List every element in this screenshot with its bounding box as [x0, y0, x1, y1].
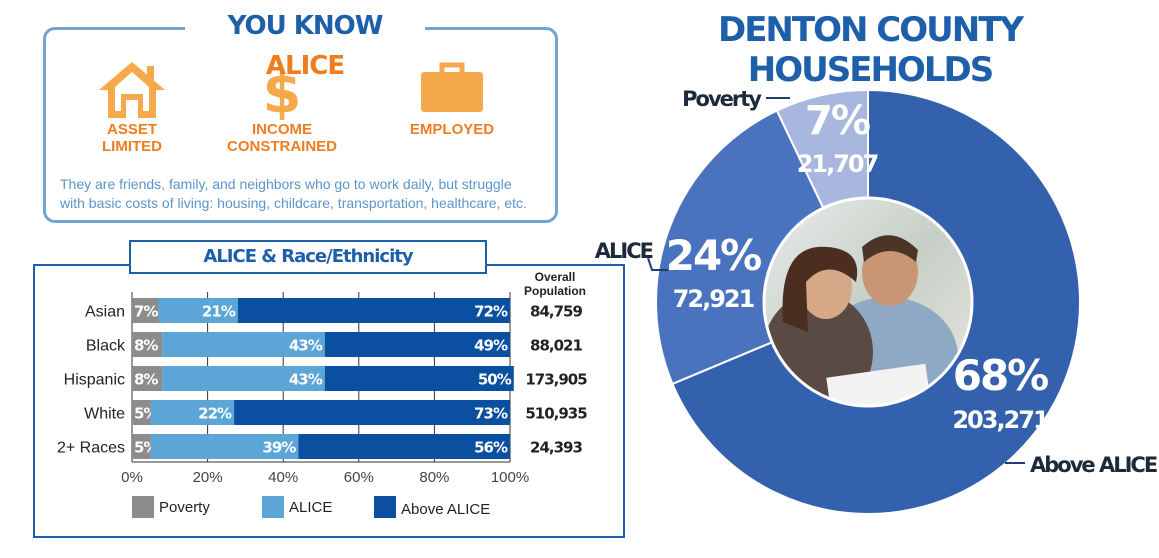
overall-population-value: 88,021 — [530, 337, 582, 355]
bar-data-label: 8% — [134, 337, 158, 355]
you-know-alice-title: YOU KNOW ALICE — [185, 6, 425, 81]
title-highlight: ALICE — [265, 51, 345, 81]
x-tick-label: 60% — [344, 469, 374, 486]
bar-data-label: 22% — [198, 405, 232, 423]
woman-hair — [782, 246, 858, 332]
category-label: Black — [86, 338, 126, 355]
slice-name-label: Poverty — [682, 87, 762, 111]
employed-item: EMPLOYED — [377, 60, 527, 138]
asset-limited-item: ASSET LIMITED — [57, 60, 207, 155]
overall-population-value: 24,393 — [530, 439, 582, 457]
legend-swatch — [262, 496, 284, 518]
bar-data-label: 50% — [478, 371, 512, 389]
category-label: Asian — [85, 304, 125, 321]
slice-percent-label: 24% — [666, 231, 761, 280]
bar-alice — [162, 366, 325, 391]
title-prefix: YOU KNOW — [227, 11, 384, 41]
alice-description: They are friends, family, and neighbors … — [60, 176, 527, 211]
x-tick-label: 20% — [193, 469, 223, 486]
bar-alice — [150, 434, 299, 459]
slice-count-label: 72,921 — [673, 285, 755, 313]
bar-data-label: 8% — [134, 371, 158, 389]
bar-poverty — [132, 400, 151, 425]
legend-label: Above ALICE — [401, 501, 490, 518]
race-chart-title: ALICE & Race/Ethnicity — [129, 240, 487, 274]
x-tick-label: 40% — [268, 469, 298, 486]
overall-population-value: 84,759 — [530, 303, 582, 321]
slice-name-label: Above ALICE — [1030, 453, 1157, 477]
man-hair — [862, 235, 918, 262]
bar-data-label: 43% — [289, 337, 323, 355]
bar-data-label: 73% — [474, 405, 508, 423]
bar-poverty — [132, 332, 163, 357]
slice-count-label: 21,707 — [797, 150, 878, 178]
bar-poverty — [132, 366, 163, 391]
category-label: 2+ Races — [57, 440, 125, 457]
briefcase-icon — [421, 62, 483, 112]
svg-text:$: $ — [263, 61, 302, 120]
bar-alice — [162, 332, 325, 357]
bar-data-label: 72% — [474, 303, 508, 321]
slice-name-label: ALICE — [595, 239, 653, 263]
employed-label: EMPLOYED — [409, 121, 495, 138]
bar-data-label: 7% — [134, 303, 158, 321]
bar-data-label: 39% — [262, 439, 296, 457]
legend-label: ALICE — [289, 499, 332, 516]
income-constrained-item: $ INCOME CONSTRAINED — [207, 60, 357, 155]
overall-population-header: Overall Population — [524, 270, 586, 298]
dollar-icon: $ — [263, 61, 302, 120]
legend-swatch — [132, 496, 154, 518]
overall-population-value: 173,905 — [525, 371, 587, 389]
x-tick-label: 0% — [121, 469, 143, 486]
bar-above-alice — [324, 366, 514, 391]
bar-above-alice — [324, 332, 510, 357]
bar-data-label: 56% — [474, 439, 508, 457]
leader-line — [647, 257, 668, 271]
slice-count-label: 203,271 — [952, 406, 1049, 434]
asset-limited-label: ASSET LIMITED — [102, 121, 162, 155]
x-tick-label: 80% — [419, 469, 449, 486]
slice-percent-label: 7% — [805, 98, 870, 144]
bar-poverty — [132, 298, 159, 323]
income-constrained-label: INCOME CONSTRAINED — [226, 121, 337, 155]
donut-title: DENTON COUNTY HOUSEHOLDS — [717, 10, 1024, 90]
bar-above-alice — [298, 434, 510, 459]
bar-poverty — [132, 434, 151, 459]
legend-label: Poverty — [159, 499, 210, 516]
house-icon — [99, 62, 165, 118]
bar-above-alice — [234, 400, 510, 425]
x-tick-label: 100% — [491, 469, 529, 486]
bar-data-label: 21% — [202, 303, 236, 321]
slice-percent-label: 68% — [953, 351, 1048, 400]
overall-population-value: 510,935 — [525, 405, 587, 423]
man-face — [862, 238, 918, 306]
legend-swatch — [374, 496, 396, 518]
bar-data-label: 43% — [289, 371, 323, 389]
category-label: White — [84, 406, 125, 423]
bar-alice — [150, 400, 235, 425]
bar-alice — [158, 298, 238, 323]
category-label: Hispanic — [64, 372, 125, 389]
photo-ring — [762, 196, 974, 408]
bar-above-alice — [237, 298, 510, 323]
bar-data-label: 49% — [474, 337, 508, 355]
